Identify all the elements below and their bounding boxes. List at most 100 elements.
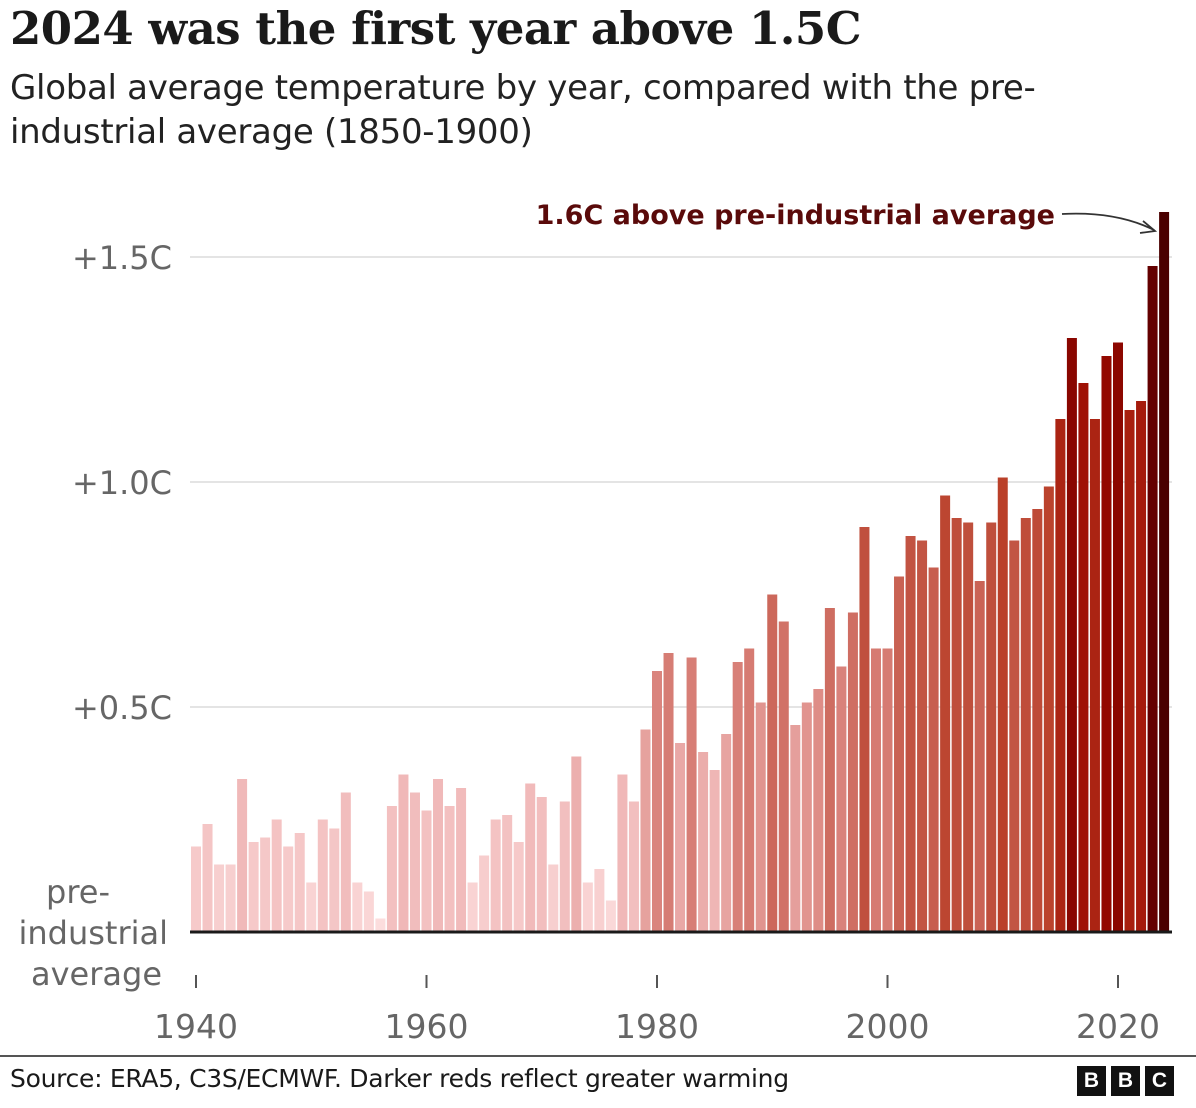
bar: [294, 833, 305, 932]
bar: [283, 846, 294, 932]
annotation: 1.6C above pre-industrial average: [536, 200, 1158, 234]
bar: [1055, 419, 1066, 932]
bar: [329, 828, 340, 932]
bar: [1101, 356, 1112, 932]
bar: [617, 774, 628, 932]
bar: [1078, 383, 1089, 932]
bar: [882, 648, 893, 932]
bar: [409, 792, 420, 932]
bar: [1089, 419, 1100, 932]
bar: [894, 576, 905, 932]
bar: [1032, 509, 1043, 932]
bar: [363, 891, 374, 932]
bars: [191, 212, 1170, 932]
bar: [1066, 338, 1077, 932]
bar: [1043, 486, 1054, 932]
bar: [963, 522, 974, 932]
x-tick-label: 2020: [1076, 1007, 1160, 1046]
bar: [824, 608, 835, 932]
bar: [502, 815, 513, 932]
bar: [640, 729, 651, 932]
logo-letter: C: [1145, 1066, 1174, 1096]
bar: [698, 752, 709, 932]
source-note: Source: ERA5, C3S/ECMWF. Darker reds ref…: [10, 1064, 789, 1093]
bar: [479, 855, 490, 932]
bar: [928, 567, 939, 932]
bar: [340, 792, 351, 932]
bar: [663, 653, 674, 932]
bar: [467, 882, 478, 932]
x-axis: 1940 1960 1980 2000 2020: [154, 930, 1172, 1046]
bar: [1020, 518, 1031, 932]
bar: [548, 864, 559, 932]
bar: [214, 864, 225, 932]
bar: [1113, 342, 1123, 932]
bar: [352, 882, 363, 932]
bar: [375, 918, 386, 932]
bar: [917, 540, 928, 932]
annotation-arrow: [1061, 212, 1155, 231]
bar: [525, 783, 536, 932]
bar: [582, 882, 593, 932]
bar: [306, 882, 317, 932]
bar: [260, 837, 271, 932]
logo-letter: B: [1111, 1066, 1140, 1096]
bar: [1136, 401, 1147, 932]
bar: [513, 842, 524, 932]
bar: [605, 900, 616, 932]
chart-title: 2024 was the first year above 1.5C: [10, 2, 862, 55]
bar: [456, 788, 467, 932]
arrow-head-icon: [1139, 220, 1158, 234]
bar: [801, 702, 812, 932]
bar: [997, 477, 1008, 932]
x-tick-label: 1960: [385, 1007, 469, 1046]
bar: [940, 495, 951, 932]
bar: [721, 734, 732, 932]
bar: [1009, 540, 1020, 932]
y-tick-label: industrial: [18, 914, 168, 952]
bar: [836, 666, 847, 932]
bar: [1159, 212, 1170, 932]
bar: [755, 702, 766, 932]
bar: [490, 819, 501, 932]
x-tick-label: 1980: [615, 1007, 699, 1046]
bar: [317, 819, 328, 932]
bar: [778, 621, 789, 932]
logo-letter: B: [1077, 1066, 1106, 1096]
bar: [271, 819, 282, 932]
bar: [536, 797, 547, 932]
bbc-logo: B B C: [1077, 1066, 1174, 1096]
bar: [433, 779, 444, 932]
bar: [905, 536, 916, 932]
bar: [986, 522, 997, 932]
bar: [686, 657, 697, 932]
bar: [847, 612, 858, 932]
bar: [191, 846, 201, 932]
bar: [386, 806, 397, 932]
bar: [870, 648, 881, 932]
gridlines: [190, 256, 1172, 708]
bar: [225, 864, 236, 932]
bar: [202, 824, 213, 932]
annotation-label: 1.6C above pre-industrial average: [536, 200, 1055, 231]
y-tick-label: average: [31, 955, 162, 993]
y-tick-label: +1.5C: [72, 239, 172, 277]
bar: [767, 594, 778, 932]
bar: [237, 779, 248, 932]
bar: [248, 842, 259, 932]
x-tick-label: 2000: [846, 1007, 930, 1046]
bar: [732, 662, 743, 932]
bar: [421, 810, 432, 932]
chart-subtitle: Global average temperature by year, comp…: [10, 68, 1036, 152]
bar: [951, 518, 962, 932]
bar: [813, 689, 824, 932]
bar: [744, 648, 755, 932]
bar: [398, 774, 409, 932]
y-tick-label: pre-: [46, 873, 110, 911]
bar: [1124, 410, 1135, 932]
bar: [709, 770, 720, 932]
bar: [628, 801, 639, 932]
footer-divider: [0, 1055, 1196, 1057]
